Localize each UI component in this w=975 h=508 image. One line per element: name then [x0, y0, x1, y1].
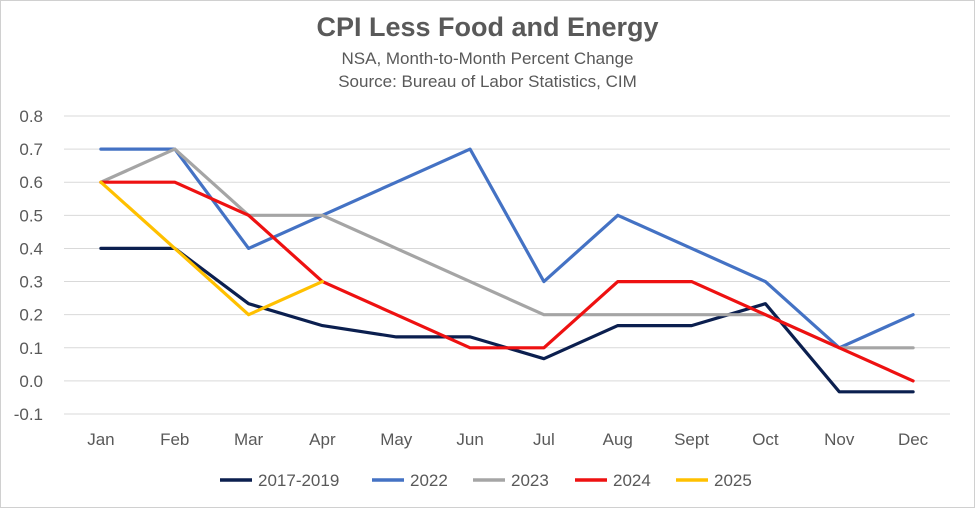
series-line-2022: [99, 147, 915, 350]
legend-label: 2023: [511, 471, 549, 490]
legend-label: 2017-2019: [258, 471, 339, 490]
x-tick-label: Nov: [824, 430, 855, 449]
y-axis-ticks: 0.8 0.7 0.6 0.5 0.4 0.3 0.2 0.1 0.0 -0.1: [14, 107, 43, 424]
x-tick-label: Jun: [456, 430, 483, 449]
y-tick-label: 0.4: [19, 239, 43, 258]
y-tick-label: 0.7: [19, 140, 43, 159]
y-tick-label: 0.5: [19, 206, 43, 225]
subtitle-line-1: NSA, Month-to-Month Percent Change: [341, 49, 634, 68]
x-tick-label: May: [380, 430, 413, 449]
y-tick-label: 0.1: [19, 339, 43, 358]
y-tick-label: 0.2: [19, 306, 43, 325]
x-tick-label: Feb: [160, 430, 189, 449]
subtitle-line-2: Source: Bureau of Labor Statistics, CIM: [338, 72, 637, 91]
chart-title: CPI Less Food and Energy: [316, 12, 659, 42]
x-tick-label: Apr: [309, 430, 336, 449]
series-line-2017-2019: [99, 246, 915, 394]
chart-subtitle: NSA, Month-to-Month Percent Change Sourc…: [0, 47, 975, 93]
y-tick-label: -0.1: [14, 405, 43, 424]
y-tick-label: 0.8: [19, 107, 43, 126]
x-tick-label: Mar: [234, 430, 264, 449]
x-tick-label: Sept: [674, 430, 709, 449]
x-tick-label: Dec: [898, 430, 929, 449]
y-tick-label: 0.6: [19, 173, 43, 192]
x-tick-label: Oct: [752, 430, 779, 449]
legend: 2017-2019 2022 2023 2024 2025: [220, 471, 752, 490]
x-tick-label: Aug: [603, 430, 633, 449]
series-lines: [99, 147, 915, 394]
y-tick-label: 0.0: [19, 372, 43, 391]
legend-label: 2024: [613, 471, 651, 490]
series-line-2024: [99, 180, 915, 383]
series-line-2025: [99, 180, 324, 317]
x-tick-label: Jan: [87, 430, 114, 449]
x-axis-ticks: Jan Feb Mar Apr May Jun Jul Aug Sept Oct Nov Dec: [87, 430, 928, 449]
x-tick-label: Jul: [533, 430, 555, 449]
y-tick-label: 0.3: [19, 273, 43, 292]
legend-label: 2025: [714, 471, 752, 490]
legend-label: 2022: [410, 471, 448, 490]
